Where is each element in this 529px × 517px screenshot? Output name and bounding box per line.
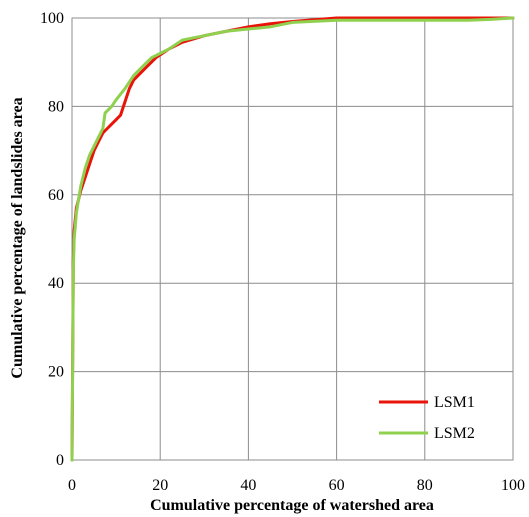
series-layer (70, 16, 515, 462)
x-axis-label: Cumulative percentage of watershed area (150, 497, 434, 514)
x-tick-label: 60 (329, 477, 345, 494)
y-tick-label: 0 (56, 452, 64, 469)
y-tick-label: 80 (48, 98, 64, 115)
y-tick-label: 100 (40, 10, 64, 27)
plot-border (71, 17, 514, 461)
y-axis-ticks: 0 20 40 60 80 100 (40, 10, 64, 469)
y-axis-label: Cumulative percentage of landslides area (9, 97, 26, 378)
x-tick-label: 0 (68, 477, 76, 494)
y-tick-label: 20 (48, 364, 64, 381)
legend-label-lsm1: LSM1 (434, 394, 475, 411)
x-axis-ticks: 0 20 40 60 80 100 (68, 477, 525, 494)
x-tick-label: 20 (152, 477, 168, 494)
y-tick-label: 60 (48, 187, 64, 204)
legend-label-lsm2: LSM2 (434, 425, 475, 442)
legend: LSM1 LSM2 (379, 394, 475, 442)
x-tick-label: 100 (501, 477, 525, 494)
series-line-lsm2 (70, 16, 515, 462)
x-tick-label: 40 (240, 477, 256, 494)
plot-area (71, 17, 514, 461)
x-tick-label: 80 (417, 477, 433, 494)
y-tick-label: 40 (48, 275, 64, 292)
